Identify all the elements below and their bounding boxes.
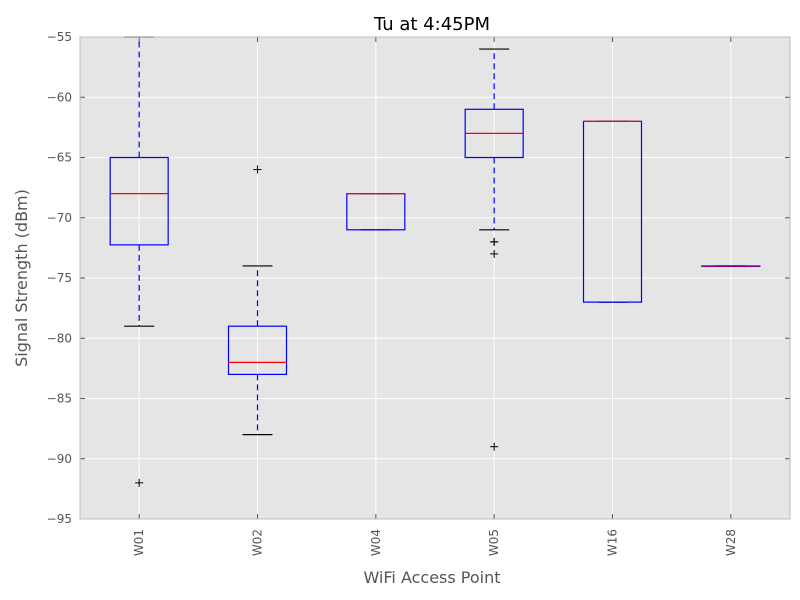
x-tick-label: W28 [724, 529, 738, 556]
y-tick-label: −70 [47, 211, 72, 225]
outlier-point [490, 237, 499, 246]
y-tick-label: −85 [47, 392, 72, 406]
box-iqr [109, 156, 169, 246]
x-tick-label: W05 [487, 529, 501, 556]
boxes-layer [109, 36, 761, 487]
outlier-point [490, 442, 499, 451]
box-W28 [701, 265, 761, 268]
outlier-point [135, 478, 144, 487]
outlier-point [490, 249, 499, 258]
y-tick-label: −65 [47, 151, 72, 165]
box-W04 [346, 193, 406, 231]
chart-title: Tu at 4:45PM [373, 14, 490, 35]
x-tick-label: W04 [369, 529, 383, 556]
box-W05 [464, 48, 524, 451]
y-tick-label: −75 [47, 271, 72, 285]
y-axis-label: Signal Strength (dBm) [12, 189, 31, 367]
y-axis-ticks: −55 −60 −65 −70 −75 −80 −85 −90 −95 [47, 30, 790, 526]
y-tick-label: −80 [47, 331, 72, 345]
y-tick-label: −95 [47, 512, 72, 526]
box-W02 [227, 165, 288, 436]
x-axis-label: WiFi Access Point [363, 568, 500, 587]
plot-frame [79, 36, 791, 520]
outlier-point [253, 165, 262, 174]
x-tick-label: W02 [251, 529, 265, 556]
y-tick-label: −90 [47, 452, 72, 466]
box-W16 [582, 120, 643, 303]
x-axis-ticks: W01 W02 W04 W05 W16 W28 [132, 37, 738, 556]
box-iqr [227, 325, 288, 376]
x-tick-label: W16 [606, 529, 620, 556]
y-tick-label: −55 [47, 30, 72, 44]
x-tick-label: W01 [132, 529, 146, 556]
y-tick-label: −60 [47, 90, 72, 104]
